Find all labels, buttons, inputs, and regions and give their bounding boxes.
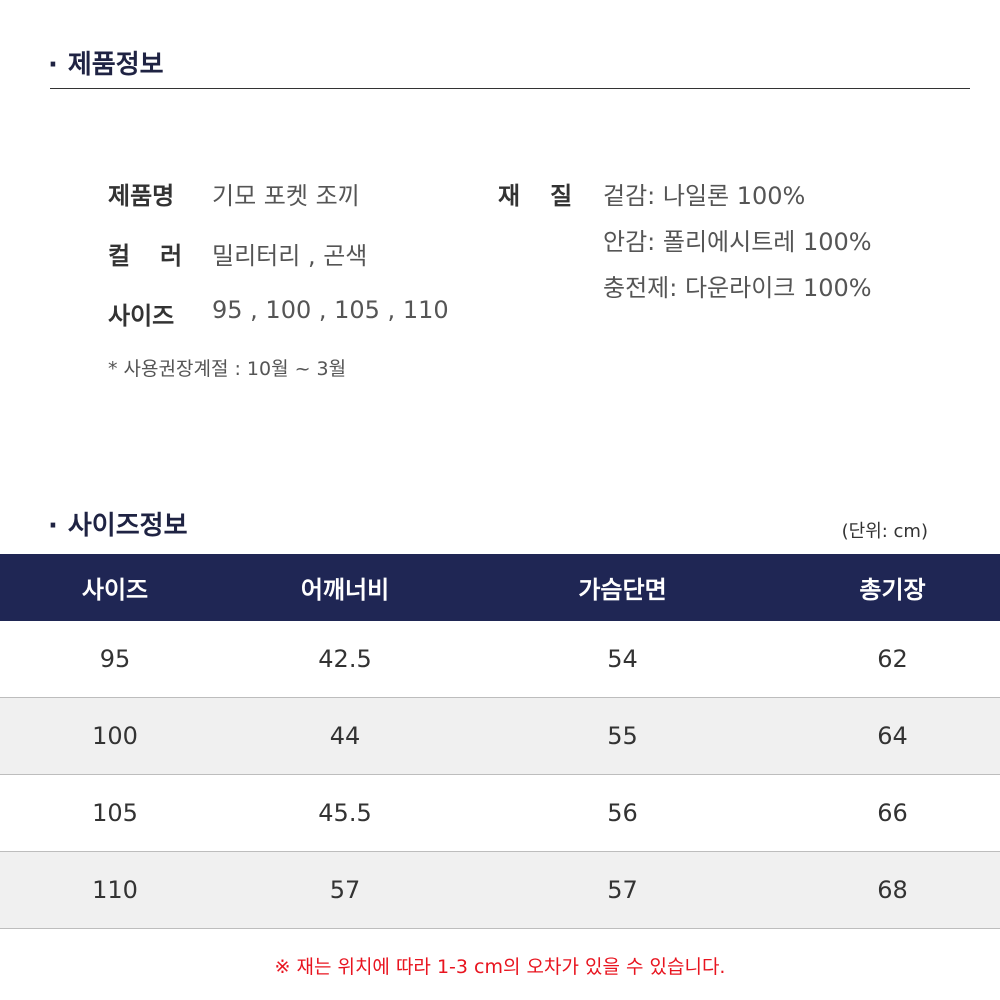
cell-shoulder: 44 xyxy=(329,722,361,750)
measurement-footnote: ※ 재는 위치에 따라 1-3 cm의 오차가 있을 수 있습니다. xyxy=(274,956,726,978)
color-value: 밀리터리 , 곤색 xyxy=(212,242,368,270)
product-info-title: · 제품정보 xyxy=(48,44,164,81)
size-info-title: · 사이즈정보 xyxy=(48,505,188,542)
cell-chest: 56 xyxy=(607,799,638,827)
size-info-title-text: 사이즈정보 xyxy=(67,511,188,541)
product-info-title-text: 제품정보 xyxy=(67,50,164,80)
cell-size: 110 xyxy=(92,876,138,904)
column-header-length: 총기장 xyxy=(859,576,926,604)
cell-chest: 54 xyxy=(607,645,638,673)
bullet-dot: · xyxy=(48,50,58,80)
cell-chest: 57 xyxy=(607,876,638,904)
table-row: 105 45.5 56 66 xyxy=(0,775,1000,852)
table-row: 95 42.5 54 62 xyxy=(0,621,1000,698)
table-row: 100 44 55 64 xyxy=(0,698,1000,775)
section-divider xyxy=(50,88,970,89)
column-header-chest: 가슴단면 xyxy=(578,576,667,604)
unit-label: (단위: cm) xyxy=(841,521,928,542)
table-header: 사이즈 어깨너비 가슴단면 총기장 xyxy=(0,554,1000,621)
color-label: 컬러 xyxy=(108,242,213,270)
cell-size: 95 xyxy=(99,645,131,673)
table-row: 110 57 57 68 xyxy=(0,852,1000,929)
column-header-shoulder: 어깨너비 xyxy=(300,576,390,604)
cell-length: 64 xyxy=(877,722,908,750)
cell-length: 62 xyxy=(877,645,908,673)
cell-length: 66 xyxy=(877,799,908,827)
product-name-value: 기모 포켓 조끼 xyxy=(212,182,360,210)
season-note: * 사용권장계절 : 10월 ~ 3월 xyxy=(108,358,347,380)
cell-size: 100 xyxy=(92,722,138,750)
material-outer: 겉감: 나일론 100% xyxy=(603,182,806,210)
size-table: 사이즈 어깨너비 가슴단면 총기장 95 42.5 54 62 100 44 5… xyxy=(0,554,1000,929)
cell-shoulder: 57 xyxy=(329,876,361,904)
cell-shoulder: 42.5 xyxy=(318,645,372,673)
cell-length: 68 xyxy=(877,876,908,904)
size-label: 사이즈 xyxy=(108,302,175,330)
material-label: 재질 xyxy=(498,182,603,210)
size-value: 95 , 100 , 105 , 110 xyxy=(212,296,449,324)
cell-shoulder: 45.5 xyxy=(318,799,372,827)
column-header-size: 사이즈 xyxy=(81,576,149,604)
product-name-label: 제품명 xyxy=(108,182,175,210)
bullet-dot: · xyxy=(48,511,58,541)
material-lining: 안감: 폴리에시트레 100% xyxy=(603,228,872,256)
cell-size: 105 xyxy=(92,799,138,827)
cell-chest: 55 xyxy=(607,722,638,750)
material-filling: 충전제: 다운라이크 100% xyxy=(603,274,872,302)
